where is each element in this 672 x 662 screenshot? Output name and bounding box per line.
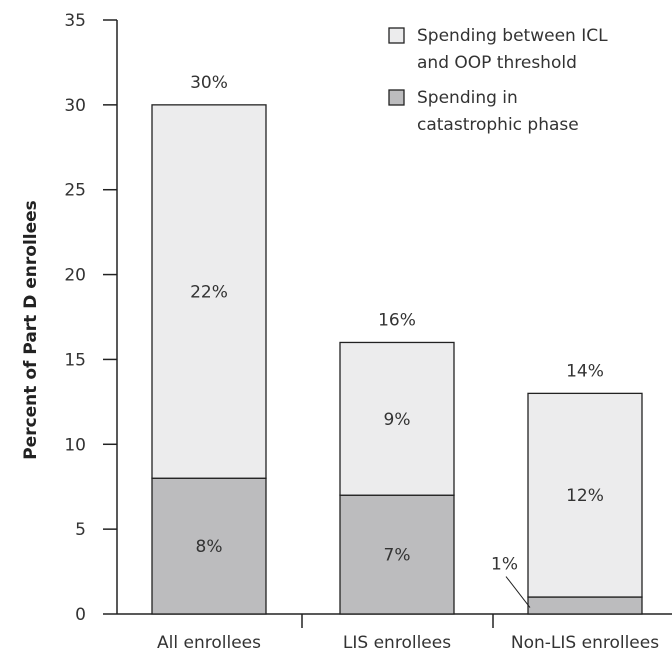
legend-label-1-line-1: Spending between ICL [417, 26, 608, 46]
leader-line-3 [505, 576, 531, 608]
bar-catastrophic-1 [151, 477, 267, 615]
total-label-1: 30% [190, 73, 228, 93]
segment-label-catastrophic-3: 1% [491, 555, 518, 575]
legend-label-2-line-1: Spending in [417, 88, 518, 108]
y-tick-label-10: 10 [64, 435, 86, 455]
bar-icl-oop-2 [339, 341, 455, 496]
y-tick-label-20: 20 [64, 266, 86, 286]
segment-label-icl-oop-1: 22% [190, 283, 228, 303]
bar-catastrophic-3 [527, 596, 643, 615]
bar-icl-oop-1 [151, 104, 267, 479]
x-category-label-1: All enrollees [157, 633, 261, 653]
bar-catastrophic-2 [339, 494, 455, 615]
bars [151, 104, 643, 615]
y-tick-label-35: 35 [64, 11, 86, 31]
legend-label-2-line-2: catastrophic phase [417, 115, 579, 135]
legend: Spending between ICL and OOP threshold Spe… [388, 26, 608, 135]
segment-label-catastrophic-2: 7% [384, 546, 411, 566]
y-tick-label-30: 30 [64, 96, 86, 116]
total-label-2: 16% [378, 310, 416, 330]
data-labels: All enrollees 30% 8% 22% LIS enrollees 16% 7% 9… [157, 73, 659, 653]
segment-label-icl-oop-3: 12% [566, 486, 604, 506]
bar-icl-oop-3 [527, 392, 643, 598]
legend-label-1-line-2: and OOP threshold [417, 53, 577, 73]
legend-swatch-2 [388, 89, 405, 106]
total-label-3: 14% [566, 361, 604, 381]
y-tick-label-5: 5 [75, 520, 86, 540]
segment-label-catastrophic-1: 8% [196, 537, 223, 557]
y-tick-label-15: 15 [64, 350, 86, 370]
y-tick-label-25: 25 [64, 181, 86, 201]
y-tick-label-0: 0 [75, 605, 86, 625]
x-category-label-2: LIS enrollees [343, 633, 451, 653]
legend-swatch-1 [388, 27, 405, 44]
x-category-label-3: Non-LIS enrollees [511, 633, 659, 653]
segment-label-icl-oop-2: 9% [384, 410, 411, 430]
y-axis-label: Percent of Part D enrollees [21, 200, 41, 460]
